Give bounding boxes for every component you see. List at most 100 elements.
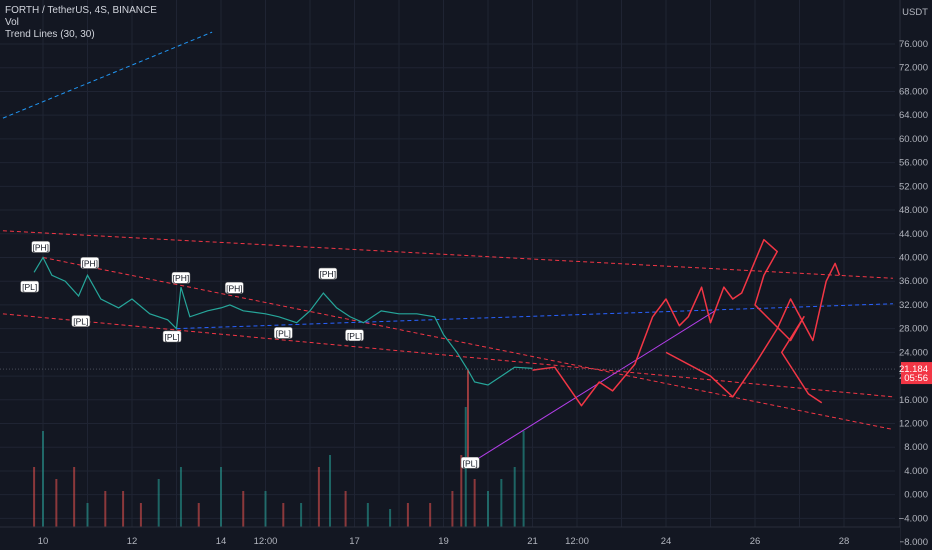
volume-bar [513,467,516,527]
x-tick-label: 21 [527,536,538,547]
pivot-label: [PL] [73,317,88,327]
pivot-label: [PL] [276,328,291,338]
volume-bar [139,503,142,527]
y-tick-label: 24.000 [899,347,928,358]
y-tick-label: 36.000 [899,276,928,287]
volume-bar [406,503,409,527]
volume-bar [300,503,303,527]
pivot-label: [PH] [320,269,337,279]
pivot-label: [PH] [226,283,243,293]
y-tick-label: −4.000 [899,513,928,524]
countdown-label: 05:56 [904,373,928,384]
volume-bar [122,491,125,527]
trend-lines-legend[interactable]: Trend Lines (30, 30) [5,29,95,40]
volume-bar [55,479,58,527]
volume-bar [220,467,222,527]
pivot-label-box[interactable] [20,280,39,293]
y-tick-label: 68.000 [899,86,928,97]
volume-bar [487,491,489,527]
last-price-tag[interactable] [901,362,932,385]
y-tick-label: 40.000 [899,252,928,263]
trend-line[interactable] [2,313,893,398]
pivot-label-box[interactable] [80,257,99,269]
y-tick-label: 52.000 [899,181,928,192]
x-tick-label: 24 [661,536,672,547]
volume-bar [522,431,525,527]
x-tick-label: 19 [438,536,449,547]
pivot-label-box[interactable] [171,271,191,284]
pivot-label: [PL] [22,282,37,292]
volume-bar [264,491,267,527]
volume-bar [500,479,503,527]
volume-bar [460,455,463,527]
volume-bar [86,503,89,527]
pivot-label: [PH] [33,242,50,252]
pivot-label: [PH] [173,273,190,283]
y-tick-label: 56.000 [899,158,928,169]
volume-bar [366,503,369,527]
y-tick-label: 32.000 [899,300,928,311]
x-tick-label: 17 [349,536,360,547]
pivot-label: [PL] [463,458,478,468]
pivot-label-box[interactable] [345,329,364,342]
x-tick-label: 10 [38,536,49,547]
time-axis[interactable] [0,527,900,550]
x-tick-label: 28 [839,536,850,547]
last-price-label: 21.184 [899,364,928,375]
volume-legend[interactable]: Vol [5,17,19,28]
x-tick-label: 14 [216,536,227,547]
y-tick-label: 48.000 [899,205,928,216]
pivot-label-box[interactable] [460,457,480,469]
volume-bar [429,503,432,527]
pivot-label-box[interactable] [31,241,51,253]
volume-bar [389,509,392,527]
volume-bar [197,503,200,527]
trend-line[interactable] [42,256,894,430]
x-tick-label: 12:00 [565,536,589,547]
volume-bar [242,491,245,527]
volume-bar [104,491,107,527]
price-line [33,256,533,386]
y-tick-label: 16.000 [899,395,928,406]
y-tick-label: 8.000 [904,442,928,453]
volume-bar [33,467,36,527]
volume-bar [42,431,44,527]
projection-path-2[interactable] [665,262,841,398]
volume-bar [329,455,332,527]
pivot-label-box[interactable] [318,267,338,280]
pivot-label: [PH] [81,258,98,268]
x-tick-label: 26 [750,536,761,547]
y-tick-label: 12.000 [899,419,928,430]
projection-path[interactable] [532,238,823,407]
pivot-label-box[interactable] [225,282,244,294]
y-tick-label: 64.000 [899,110,928,121]
symbol-title[interactable]: FORTH / TetherUS, 4S, BINANCE [5,5,157,16]
y-tick-label: 28.000 [899,324,928,335]
x-tick-label: 12:00 [254,536,278,547]
trend-line[interactable] [2,31,213,119]
pivot-label-box[interactable] [71,315,91,327]
volume-bar [157,479,160,527]
volume-bar [179,467,182,527]
pivot-label: [PL] [164,332,179,342]
volume-bar [73,467,76,527]
y-tick-label: 0.000 [904,490,928,501]
trend-line[interactable] [176,303,893,330]
y-tick-label: 44.000 [899,229,928,240]
volume-bar [317,467,320,527]
volume-bar [344,491,347,527]
y-tick-label: 76.000 [899,39,928,50]
y-tick-label: 60.000 [899,134,928,145]
pivot-label-box[interactable] [162,330,182,343]
pivot-label-box[interactable] [274,327,293,339]
y-tick-label: 72.000 [899,63,928,74]
x-tick-label: 12 [127,536,138,547]
price-axis[interactable] [900,0,932,550]
axis-currency: USDT [902,7,928,18]
chart-legend: FORTH / TetherUS, 4S, BINANCE Vol Trend … [5,5,157,41]
volume-bar [282,503,285,527]
trend-line[interactable] [2,230,893,279]
y-tick-label: −8.000 [899,537,928,548]
